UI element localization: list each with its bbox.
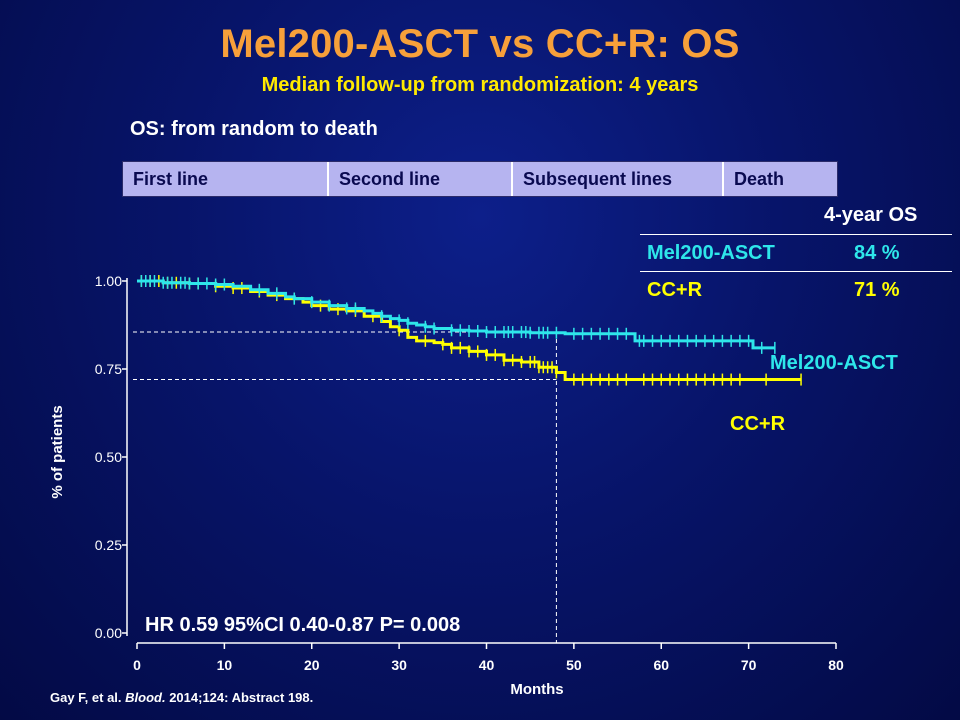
y-tick-label: 0.50 xyxy=(95,449,122,465)
os-table-value-mel200: 84 % xyxy=(854,242,900,264)
os-summary-table: 4-year OS Mel200-ASCT 84 % CC+R 71 % xyxy=(640,200,952,308)
timeline-death: Death xyxy=(734,168,785,189)
x-axis-label: Months xyxy=(510,681,563,698)
survival-curves xyxy=(137,275,802,386)
y-tick-label: 0.75 xyxy=(95,361,122,377)
os-table-arm-mel200: Mel200-ASCT xyxy=(647,242,775,264)
treatment-timeline: First line Second line Subsequent lines … xyxy=(122,161,838,197)
chart-axes: 0 10 20 30 40 50 60 70 80 0.00 0.25 0.50 0.75 1.00 xyxy=(95,273,844,673)
reference-lines xyxy=(133,331,557,643)
x-tick-label: 10 xyxy=(217,657,233,673)
series-label-ccr: CC+R xyxy=(730,413,786,435)
slide-title: Mel200-ASCT vs CC+R: OS xyxy=(220,22,740,66)
os-table-row-mel200: Mel200-ASCT 84 % xyxy=(640,235,952,272)
os-table-header: 4-year OS xyxy=(824,204,918,226)
os-table-row-ccr: CC+R 71 % xyxy=(640,272,952,308)
x-tick-label: 60 xyxy=(653,657,669,673)
citation-journal: Blood. xyxy=(125,690,166,705)
x-tick-label: 20 xyxy=(304,657,320,673)
timeline-subsequent-lines: Subsequent lines xyxy=(513,162,724,196)
y-tick-label: 1.00 xyxy=(95,273,122,289)
y-axis-label: % of patients xyxy=(49,405,66,498)
x-tick-label: 40 xyxy=(479,657,495,673)
series-label-mel200: Mel200-ASCT xyxy=(770,352,898,374)
slide-subtitle: Median follow-up from randomization: 4 y… xyxy=(261,74,699,96)
y-tick-label: 0.25 xyxy=(95,537,122,553)
os-table-header-row: 4-year OS xyxy=(640,200,952,235)
x-tick-label: 50 xyxy=(566,657,582,673)
x-tick-label: 70 xyxy=(741,657,757,673)
os-definition: OS: from random to death xyxy=(130,118,378,140)
timeline-second-line: Second line xyxy=(329,162,513,196)
timeline-first-line: First line xyxy=(123,162,329,196)
x-tick-label: 0 xyxy=(133,657,141,673)
citation: Gay F, et al. Blood. 2014;124: Abstract … xyxy=(50,690,313,705)
os-table-value-ccr: 71 % xyxy=(854,279,900,301)
citation-details: 2014;124: Abstract 198. xyxy=(165,690,314,705)
x-tick-label: 30 xyxy=(391,657,407,673)
os-table-arm-ccr: CC+R xyxy=(647,279,703,301)
x-tick-label: 80 xyxy=(828,657,844,673)
hazard-ratio-text: HR 0.59 95%CI 0.40-0.87 P= 0.008 xyxy=(145,614,460,636)
citation-authors: Gay F, et al. xyxy=(50,690,126,705)
y-tick-label: 0.00 xyxy=(95,625,122,641)
